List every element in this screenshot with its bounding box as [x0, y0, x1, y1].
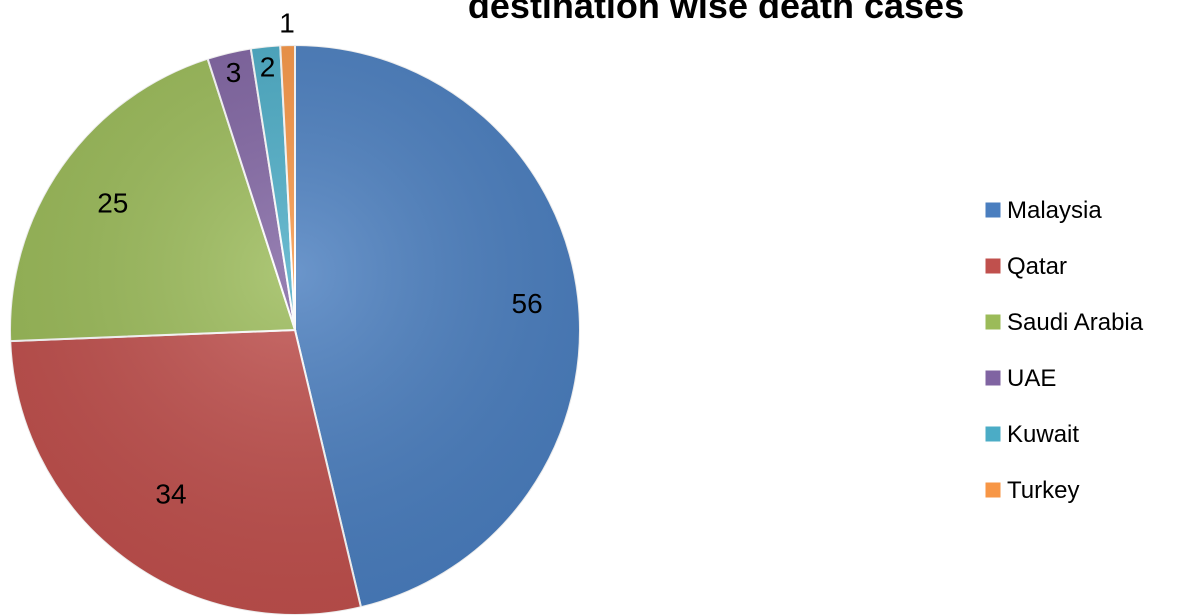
legend-label-saudi-arabia: Saudi Arabia [1007, 309, 1144, 336]
legend-label-qatar: Qatar [1007, 253, 1067, 280]
legend-label-uae: UAE [1007, 365, 1056, 392]
data-label-turkey: 1 [279, 7, 295, 38]
legend-swatch-turkey [984, 481, 1002, 499]
legend-swatch-uae [984, 369, 1002, 387]
legend-swatch-malaysia [984, 201, 1002, 219]
data-labels: 56 34 25 3 21 [97, 7, 542, 509]
legend-swatch-qatar [984, 257, 1002, 275]
legend-label-turkey: Turkey [1007, 477, 1079, 504]
data-label-qatar: 34 [155, 479, 186, 510]
legend-swatch-saudi-arabia [984, 313, 1002, 331]
chart-title: destination wise death cases [468, 0, 964, 26]
data-label-kuwait: 2 [260, 51, 276, 82]
data-label-uae: 3 [226, 57, 242, 88]
pie-slices [9, 43, 581, 615]
data-label-saudi-arabia: 25 [97, 188, 128, 219]
legend-label-malaysia: Malaysia [1007, 197, 1102, 224]
legend: Malaysia Qatar Saudi Arabia UAE Kuwait Turkey [984, 197, 1144, 504]
legend-swatch-kuwait [984, 425, 1002, 443]
data-label-malaysia: 56 [512, 288, 543, 319]
legend-label-kuwait: Kuwait [1007, 421, 1079, 448]
